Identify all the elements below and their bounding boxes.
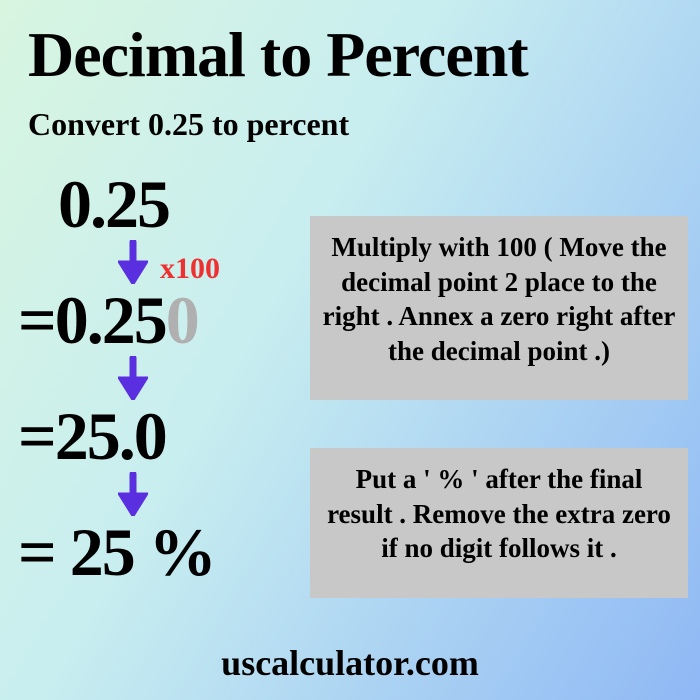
- step-1-prefix: =0.25: [18, 282, 166, 358]
- steps-column: 0.25 x100 =0.250 =25.0 = 25 %: [18, 170, 318, 586]
- step-1-ghost-zero: 0: [166, 282, 198, 358]
- explanation-box-2: Put a ' % ' after the final result . Rem…: [310, 448, 688, 598]
- arrow-2: [118, 356, 148, 400]
- step-0: 0.25: [18, 170, 318, 238]
- arrow-1: [118, 240, 148, 284]
- step-1: =0.250: [18, 286, 318, 354]
- step-3: = 25 %: [18, 518, 318, 586]
- arrow-3: [118, 472, 148, 516]
- page-title: Decimal to Percent: [0, 0, 700, 92]
- x100-label: x100: [160, 252, 220, 286]
- explanation-box-1: Multiply with 100 ( Move the decimal poi…: [310, 216, 688, 400]
- footer-credit: uscalculator.com: [0, 642, 700, 684]
- step-2: =25.0: [18, 402, 318, 470]
- subtitle: Convert 0.25 to percent: [0, 92, 700, 143]
